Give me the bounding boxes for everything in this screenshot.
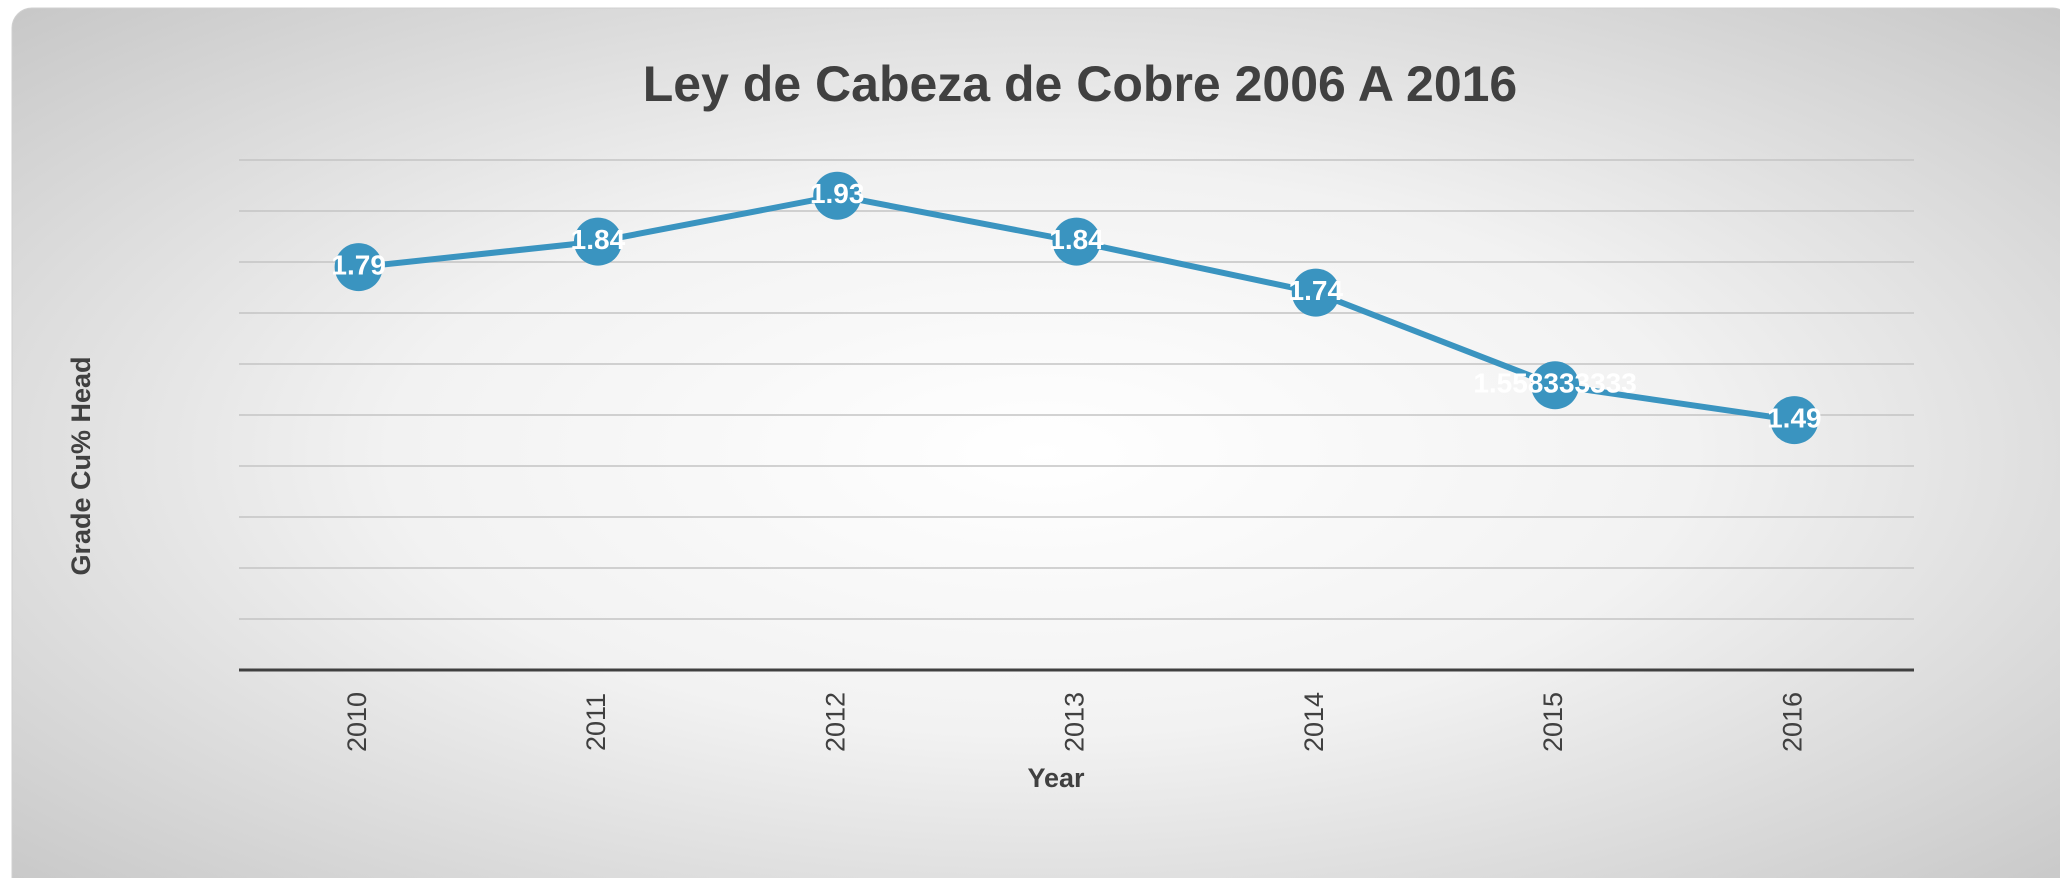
data-label: 1.84 [571,224,626,255]
data-label: 1.74 [1289,275,1344,306]
x-tick-label: 2013 [1060,692,1090,752]
x-axis-label: Year [1027,763,1085,793]
x-tick-label: 2016 [1777,692,1807,752]
marker [1770,396,1819,445]
data-label: 1.79 [331,249,386,280]
marker [813,171,862,220]
marker [573,217,622,266]
marker [334,243,383,292]
data-label: 1.93 [810,178,865,209]
marker [1531,361,1580,410]
chart-title: Ley de Cabeza de Cobre 2006 A 2016 [643,56,1518,112]
x-tick-label: 2014 [1299,692,1329,752]
data-label: 1.84 [1049,224,1104,255]
x-tick-label: 2015 [1538,692,1568,752]
data-label: 1.49 [1767,402,1822,433]
data-label: 1.558333333 [1473,368,1637,399]
x-tick-label: 2012 [820,692,850,752]
marker [1291,268,1340,317]
x-tick-label: 2011 [581,693,611,751]
x-tick-label: 2010 [342,692,372,752]
marker [1052,217,1101,266]
y-axis-label: Grade Cu% Head [66,356,96,575]
chart-background [11,7,2060,878]
